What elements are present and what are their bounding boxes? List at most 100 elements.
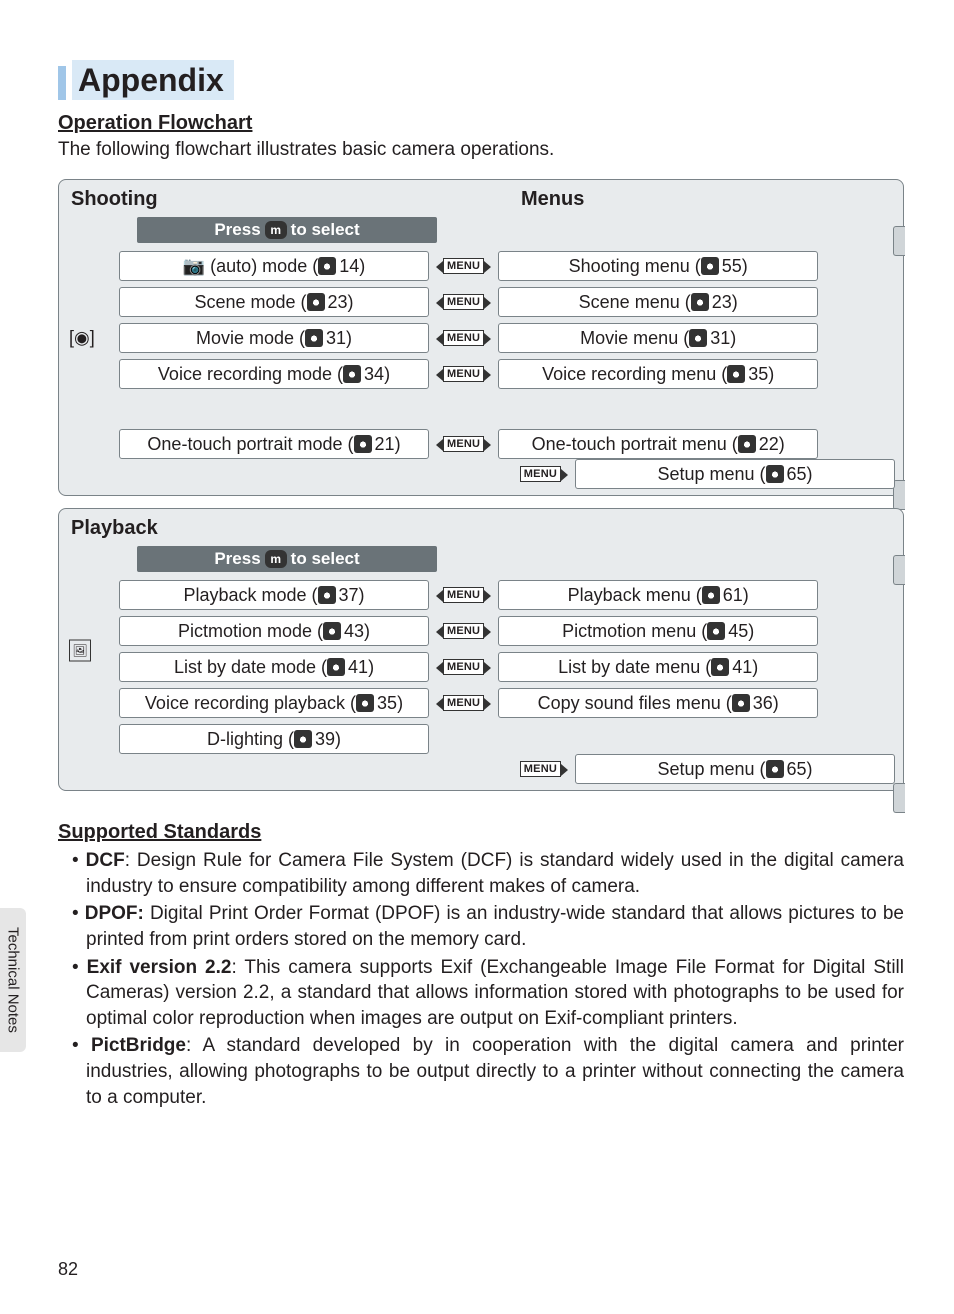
page-ref-icon [356,694,374,712]
mode-post: ) [364,621,370,642]
setup-menu-box: Setup menu ( 65 ) [575,459,895,489]
page-ref-num: 21 [375,434,395,455]
mode-pre: D-lighting ( [207,729,294,750]
page-ref: 21 [354,434,395,455]
menu-box: Movie menu (31) [498,323,818,353]
menu-button-chip: MENU [443,659,484,675]
mode-box: Playback mode (37) [119,580,429,610]
page-ref-icon [354,435,372,453]
page-ref-num: 39 [315,729,335,750]
mode-box: Voice recording mode (34) [119,359,429,389]
page-ref-icon [327,658,345,676]
mode-box: List by date mode ( 41) [119,652,429,682]
page-ref: 23 [307,292,348,313]
page-ref-num: 37 [339,585,359,606]
flowchart-intro: The following flowchart illustrates basi… [58,139,904,161]
standards-heading: Supported Standards [58,821,904,844]
flowchart-row: Pictmotion mode (43)MENUPictmotion menu … [67,616,895,646]
standards-item-term: DPOF: [85,903,144,924]
menu-post: ) [752,657,758,678]
mode-dial-icon: m [265,221,287,239]
page-ref-icon [707,622,725,640]
page-ref-num: 36 [753,693,773,714]
page-number: 82 [58,1259,78,1280]
mode-pre: Voice recording playback ( [145,693,356,714]
setup-menu-row: MENU Setup menu ( 65 ) [514,459,895,489]
flowchart-row: Voice recording mode (34) MENU Voice recor… [67,359,895,389]
mode-post: ) [368,657,374,678]
menu-box: One-touch portrait menu (22) [498,429,818,459]
menu-pre: One-touch portrait menu ( [532,434,738,455]
menu-button-chip: MENU [443,366,484,382]
select-bar-pre: Press [214,220,260,240]
flowchart-row: Voice recording playback (35)MENUCopy so… [67,688,895,718]
page-ref-num: 61 [723,585,743,606]
menu-button-chip: MENU [443,623,484,639]
standards-item-term: DCF [86,850,125,871]
menu-box: Pictmotion menu (45) [498,616,818,646]
page-ref-num: 55 [722,256,742,277]
page-ref-icon [343,365,361,383]
page-title: Appendix [72,60,234,100]
page-ref-num: 22 [759,434,779,455]
setup-pre: Setup menu ( [657,464,765,485]
page-ref-num: 23 [328,292,348,313]
page-ref-num: 14 [339,256,359,277]
menu-pre: Playback menu ( [568,585,702,606]
page-ref-icon [307,293,325,311]
section-tab: Technical Notes [0,908,26,1052]
page-ref-num: 35 [377,693,397,714]
standards-item: DPOF: Digital Print Order Format (DPOF) … [72,901,904,952]
page-ref: 55 [701,256,742,277]
setup-post: ) [807,759,813,780]
page-ref-icon [701,257,719,275]
section-tab-label: Technical Notes [5,927,22,1033]
setup-pre: Setup menu ( [657,759,765,780]
menu-pre: Voice recording menu ( [542,364,727,385]
page-ref: 41 [327,657,368,678]
menu-button-chip: MENU [520,466,561,482]
menu-box: List by date menu (41) [498,652,818,682]
setup-post: ) [807,464,813,485]
menu-pre: Shooting menu ( [569,256,701,277]
flowchart-row: Scene mode (23)MENUScene menu (23) [67,287,895,317]
operation-flowchart: Shooting Menus Press m to select [◉] 📷 (… [58,179,904,791]
mode-post: ) [395,434,401,455]
select-bar-post: to select [291,220,360,240]
playback-panel: Playback Press m to select 🖼 Playback mo… [58,508,904,791]
mode-post: ) [359,256,365,277]
page-ref-icon [691,293,709,311]
select-bar-pre: Press [214,549,260,569]
page-ref: 35 [727,364,768,385]
mode-box: One-touch portrait mode (21) [119,429,429,459]
menu-post: ) [732,292,738,313]
menu-pre: Movie menu ( [580,328,689,349]
flowchart-row: List by date mode ( 41) MENU List by date m… [67,652,895,682]
menu-button-chip: MENU [443,587,484,603]
flowchart-row: Playback mode (37) MENU Playback menu ( 61) [67,580,895,610]
page-ref-num: 35 [748,364,768,385]
page-ref-num: 34 [364,364,384,385]
menu-box: Shooting menu (55) [498,251,818,281]
mode-post: ) [397,693,403,714]
menu-button-chip: MENU [520,761,561,777]
shooting-panel: Shooting Menus Press m to select [◉] 📷 (… [58,179,904,496]
playback-menus-title [521,517,891,540]
page-ref: 35 [356,693,397,714]
page-ref-num: 41 [348,657,368,678]
flowchart-row: D-lighting (39) [67,724,895,754]
menu-button-chip: MENU [443,695,484,711]
mode-dial-icon: m [265,550,287,568]
standards-item: Exif version 2.2: This camera supports E… [72,955,904,1032]
page-ref-num: 31 [710,328,730,349]
mode-pre: Movie mode ( [196,328,305,349]
page-ref: 43 [323,621,364,642]
flowchart-row: 📷 (auto) mode (14)MENUShooting menu (55) [67,251,895,281]
page-ref: 22 [738,434,779,455]
menu-button-chip: MENU [443,258,484,274]
mode-pre: List by date mode ( [174,657,327,678]
menu-button-chip: MENU [443,294,484,310]
menu-post: ) [743,585,749,606]
menu-button-chip: MENU [443,330,484,346]
page-ref-icon [766,465,784,483]
